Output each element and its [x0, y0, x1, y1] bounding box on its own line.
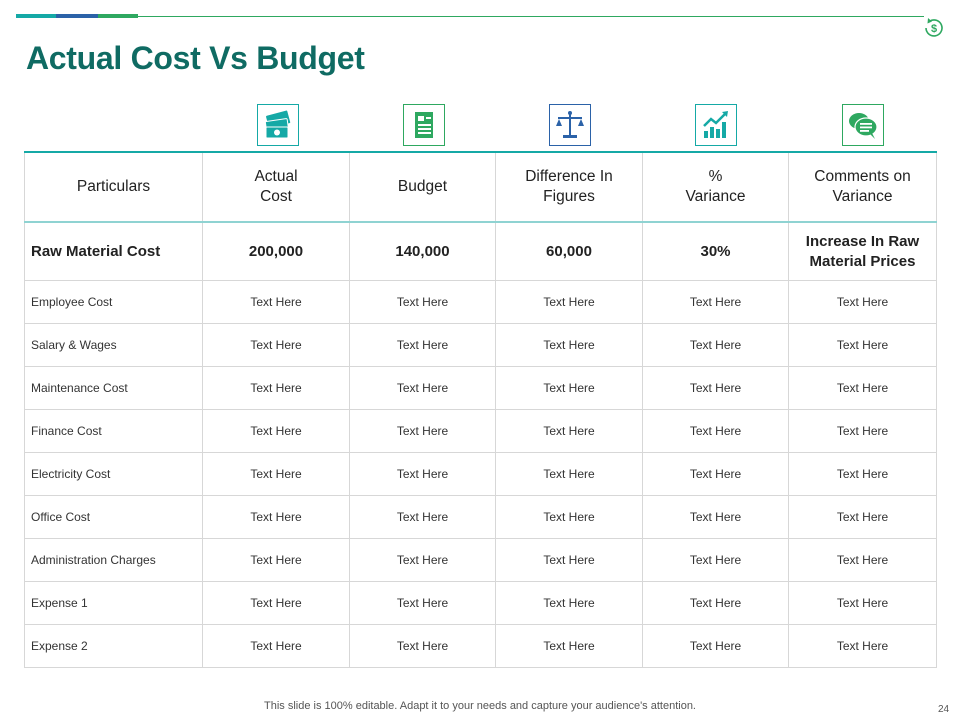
- table-row: Maintenance Cost Text Here Text Here Text H…: [24, 366, 937, 410]
- difference-cell: Text Here: [495, 323, 643, 367]
- row-label: Expense 2: [24, 624, 203, 668]
- money-stack-icon: [257, 104, 299, 146]
- footer-note: This slide is 100% editable. Adapt it to…: [264, 700, 696, 712]
- chat-bubbles-icon: [842, 104, 884, 146]
- row-label: Office Cost: [24, 495, 203, 539]
- difference-cell: Text Here: [495, 538, 643, 582]
- variance-cell: Text Here: [642, 366, 789, 410]
- budget-cell: Text Here: [349, 538, 496, 582]
- budget-cell: Text Here: [349, 366, 496, 410]
- table-row: Employee Cost Text Here Text Here Text Here…: [24, 280, 937, 324]
- page-number: 24: [938, 704, 950, 715]
- table-header-row: Particulars Actual Cost Budget Differenc…: [24, 151, 937, 223]
- invoice-icon: [403, 104, 445, 146]
- comment-cell: Text Here: [788, 538, 937, 582]
- dollar-cycle-icon: $: [922, 16, 946, 40]
- actual-cost-cell: Text Here: [202, 280, 350, 324]
- actual-cost-value: 200,000: [202, 221, 350, 281]
- header-difference: Difference In Figures: [495, 151, 643, 223]
- actual-cost-cell: Text Here: [202, 323, 350, 367]
- actual-cost-cell: Text Here: [202, 366, 350, 410]
- difference-cell: Text Here: [495, 409, 643, 453]
- comment-cell: Text Here: [788, 323, 937, 367]
- difference-cell: Text Here: [495, 452, 643, 496]
- table-row: Electricity Cost Text Here Text Here Text H…: [24, 452, 937, 496]
- header-comments: Comments on Variance: [788, 151, 937, 223]
- comment-cell: Text Here: [788, 495, 937, 539]
- comment-value: Increase In Raw Material Prices: [788, 221, 937, 281]
- variance-cell: Text Here: [642, 323, 789, 367]
- difference-value: 60,000: [495, 221, 643, 281]
- actual-cost-cell: Text Here: [202, 495, 350, 539]
- row-label: Maintenance Cost: [24, 366, 203, 410]
- balance-scale-icon: [549, 104, 591, 146]
- difference-cell: Text Here: [495, 366, 643, 410]
- difference-cell: Text Here: [495, 581, 643, 625]
- budget-value: 140,000: [349, 221, 496, 281]
- row-label: Finance Cost: [24, 409, 203, 453]
- svg-text:$: $: [931, 23, 937, 35]
- row-label: Electricity Cost: [24, 452, 203, 496]
- comment-cell: Text Here: [788, 624, 937, 668]
- budget-cell: Text Here: [349, 581, 496, 625]
- budget-cell: Text Here: [349, 624, 496, 668]
- variance-cell: Text Here: [642, 624, 789, 668]
- variance-cell: Text Here: [642, 280, 789, 324]
- variance-value: 30%: [642, 221, 789, 281]
- actual-cost-cell: Text Here: [202, 538, 350, 582]
- budget-cell: Text Here: [349, 495, 496, 539]
- actual-cost-cell: Text Here: [202, 452, 350, 496]
- budget-cell: Text Here: [349, 323, 496, 367]
- row-label: Salary & Wages: [24, 323, 203, 367]
- table-row-highlight: Raw Material Cost 200,000 140,000 60,000…: [24, 221, 937, 281]
- growth-chart-icon: [695, 104, 737, 146]
- row-label: Employee Cost: [24, 280, 203, 324]
- actual-cost-cell: Text Here: [202, 581, 350, 625]
- actual-cost-cell: Text Here: [202, 409, 350, 453]
- variance-cell: Text Here: [642, 581, 789, 625]
- top-rule: [138, 16, 924, 17]
- column-icons: [24, 104, 936, 148]
- variance-cell: Text Here: [642, 538, 789, 582]
- comment-cell: Text Here: [788, 581, 937, 625]
- table-row: Expense 1 Text Here Text Here Text Here Text…: [24, 581, 937, 625]
- table-row: Office Cost Text Here Text Here Text Here Te…: [24, 495, 937, 539]
- difference-cell: Text Here: [495, 624, 643, 668]
- variance-cell: Text Here: [642, 495, 789, 539]
- comment-cell: Text Here: [788, 280, 937, 324]
- budget-cell: Text Here: [349, 452, 496, 496]
- row-label: Expense 1: [24, 581, 203, 625]
- table-row: Finance Cost Text Here Text Here Text Here T…: [24, 409, 937, 453]
- row-label: Administration Charges: [24, 538, 203, 582]
- comment-cell: Text Here: [788, 366, 937, 410]
- difference-cell: Text Here: [495, 495, 643, 539]
- variance-cell: Text Here: [642, 409, 789, 453]
- row-label: Raw Material Cost: [24, 221, 203, 281]
- header-actual-cost: Actual Cost: [202, 151, 350, 223]
- header-variance: % Variance: [642, 151, 789, 223]
- budget-cell: Text Here: [349, 280, 496, 324]
- comment-cell: Text Here: [788, 452, 937, 496]
- actual-cost-cell: Text Here: [202, 624, 350, 668]
- budget-cell: Text Here: [349, 409, 496, 453]
- table-row: Expense 2 Text Here Text Here Text Here Text…: [24, 624, 937, 668]
- difference-cell: Text Here: [495, 280, 643, 324]
- variance-cell: Text Here: [642, 452, 789, 496]
- top-accent-bar: [16, 14, 138, 18]
- comment-cell: Text Here: [788, 409, 937, 453]
- table-row: Salary & Wages Text Here Text Here Text Her…: [24, 323, 937, 367]
- table-row: Administration Charges Text Here Text Here…: [24, 538, 937, 582]
- header-particulars: Particulars: [24, 151, 203, 223]
- page-title: Actual Cost Vs Budget: [26, 40, 365, 76]
- cost-budget-table: Particulars Actual Cost Budget Differenc…: [24, 151, 937, 668]
- header-budget: Budget: [349, 151, 496, 223]
